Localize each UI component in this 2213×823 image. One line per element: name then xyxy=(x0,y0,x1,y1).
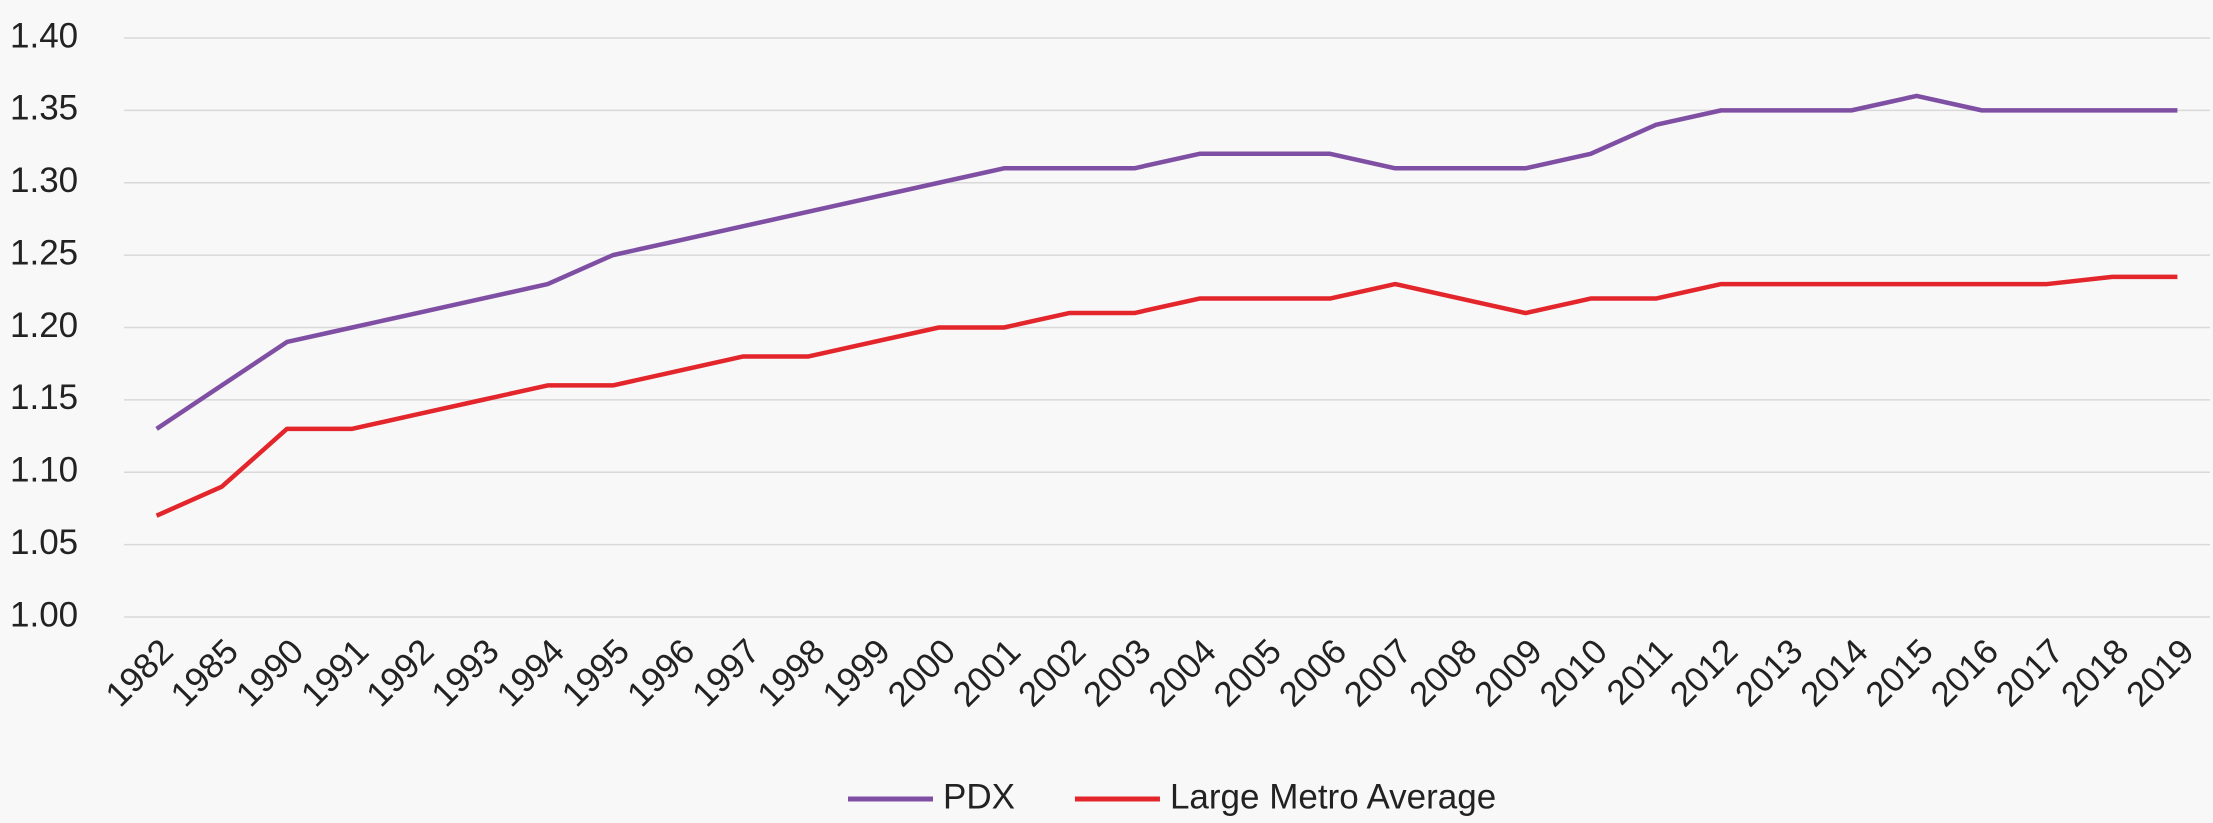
x-tick-label: 1995 xyxy=(554,632,637,715)
x-tick-label: 1999 xyxy=(815,632,898,715)
x-tick-label: 2016 xyxy=(1923,632,2006,715)
x-tick-label: 2013 xyxy=(1728,632,1811,715)
y-tick-label: 1.05 xyxy=(10,523,78,562)
y-tick-label: 1.10 xyxy=(10,451,78,490)
x-tick-label: 2006 xyxy=(1272,632,1355,715)
y-tick-label: 1.15 xyxy=(10,378,78,417)
y-tick-label: 1.30 xyxy=(10,161,78,200)
x-tick-label: 2014 xyxy=(1793,632,1876,715)
x-tick-label: 2019 xyxy=(2119,632,2202,715)
x-tick-label: 1998 xyxy=(750,632,833,715)
x-tick-label: 1993 xyxy=(424,632,507,715)
x-tick-label: 2002 xyxy=(1011,632,1094,715)
x-tick-label: 1996 xyxy=(620,632,703,715)
x-tick-label: 2017 xyxy=(1989,632,2072,715)
x-tick-label: 1994 xyxy=(489,632,572,715)
x-tick-label: 2001 xyxy=(946,632,1029,715)
x-tick-label: 2010 xyxy=(1532,632,1615,715)
x-tick-label: 2003 xyxy=(1076,632,1159,715)
y-tick-label: 1.00 xyxy=(10,595,78,634)
x-tick-label: 2005 xyxy=(1206,632,1289,715)
x-tick-label: 1997 xyxy=(685,632,768,715)
data-line xyxy=(155,274,2178,518)
x-tick-label: 1982 xyxy=(98,632,181,715)
legend-label: PDX xyxy=(943,777,1015,816)
x-tick-label: 1985 xyxy=(163,632,246,715)
x-tick-label: 2007 xyxy=(1337,632,1420,715)
legend-label: Large Metro Average xyxy=(1170,777,1496,816)
x-tick-label: 2018 xyxy=(2054,632,2137,715)
data-line xyxy=(155,93,2178,431)
x-tick-label: 2011 xyxy=(1599,632,1680,713)
x-tick-label: 2008 xyxy=(1402,632,1485,715)
x-tick-label: 2015 xyxy=(1858,632,1941,715)
x-tick-label: 2012 xyxy=(1663,632,1746,715)
y-tick-label: 1.35 xyxy=(10,89,78,128)
x-tick-label: 1991 xyxy=(294,632,377,715)
x-tick-label: 1990 xyxy=(229,632,312,715)
y-tick-label: 1.25 xyxy=(10,233,78,272)
x-tick-label: 2009 xyxy=(1467,632,1550,715)
x-tick-label: 1992 xyxy=(359,632,442,715)
x-tick-label: 2000 xyxy=(880,632,963,715)
y-tick-label: 1.40 xyxy=(10,16,78,55)
y-tick-label: 1.20 xyxy=(10,306,78,345)
x-tick-label: 2004 xyxy=(1141,632,1224,715)
